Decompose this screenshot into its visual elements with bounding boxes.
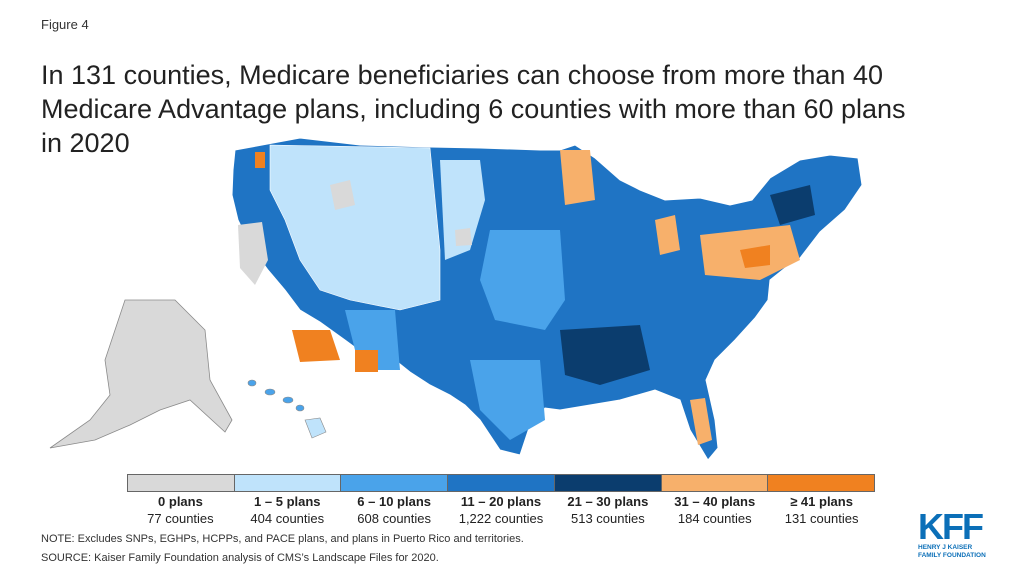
kff-logo-mark: KFF <box>918 506 984 547</box>
legend-count: 77 counties <box>147 511 214 526</box>
map-region-zero-plans-nv <box>238 222 268 285</box>
kff-logo: KFF HENRY J KAISER FAMILY FOUNDATION <box>918 506 998 559</box>
legend-swatch-31-40-plans <box>661 475 769 491</box>
legend-swatch-0-plans <box>128 475 235 491</box>
map-region-texas-medium <box>470 360 545 440</box>
legend-label: 0 plans <box>158 494 203 509</box>
legend-swatch-41-plus-plans <box>768 475 875 491</box>
kff-logo-line-1: HENRY J KAISER <box>918 544 973 551</box>
legend-count: 131 counties <box>784 511 859 526</box>
legend-label: 21 – 30 plans <box>567 494 649 509</box>
map-region-zero-plans-mt <box>330 180 355 210</box>
map-region-zero-plans-nd <box>455 228 472 246</box>
legend-swatch-6-10-plans <box>341 475 449 491</box>
footnote-note: NOTE: Excludes SNPs, EGHPs, HCPPs, and P… <box>41 533 524 545</box>
map-region-31-40-fl <box>690 398 712 445</box>
legend-count: 404 counties <box>250 511 325 526</box>
legend-label: 6 – 10 plans <box>357 494 431 509</box>
map-alaska <box>49 299 233 449</box>
legend-count: 513 counties <box>571 511 645 526</box>
legend-item: 31 – 40 plans 184 counties <box>661 494 768 527</box>
title-line-3: in 2020 <box>41 128 130 158</box>
legend-count: 1,222 counties <box>458 511 544 526</box>
footnote-source: SOURCE: Kaiser Family Foundation analysi… <box>41 552 439 564</box>
legend-swatch-1-5-plans <box>234 475 342 491</box>
map-region-41-plus-ca <box>292 330 340 362</box>
legend-swatch-21-30-plans <box>554 475 662 491</box>
map-region-41-plus-wa <box>255 152 265 168</box>
figure-label: Figure 4 <box>41 17 89 32</box>
legend-label: 11 – 20 plans <box>460 494 542 509</box>
legend-count: 608 counties <box>357 511 432 526</box>
map-region-southeast-dark <box>560 325 650 385</box>
legend-item: ≥ 41 plans 131 counties <box>768 494 875 527</box>
map-legend: 0 plans 77 counties 1 – 5 plans 404 coun… <box>127 474 875 527</box>
title-line-1: In 131 counties, Medicare beneficiaries … <box>41 60 883 90</box>
legend-item: 11 – 20 plans 1,222 counties <box>448 494 555 527</box>
map-region-31-40-mn-wi <box>560 150 595 205</box>
map-region-41-plus-ny <box>740 245 770 268</box>
legend-count: 184 counties <box>677 511 752 526</box>
legend-item: 0 plans 77 counties <box>127 494 234 527</box>
title-line-2: Medicare Advantage plans, including 6 co… <box>41 94 906 124</box>
legend-item: 1 – 5 plans 404 counties <box>234 494 341 527</box>
legend-label: 31 – 40 plans <box>674 494 756 509</box>
map-region-northeast-dark <box>770 185 815 225</box>
legend-label: ≥ 41 plans <box>790 494 853 509</box>
legend-label: 1 – 5 plans <box>254 494 321 509</box>
map-hawaii <box>247 379 327 439</box>
map-region-plains-light <box>440 160 485 260</box>
legend-item: 6 – 10 plans 608 counties <box>341 494 448 527</box>
legend-color-bar <box>127 474 875 492</box>
legend-item: 21 – 30 plans 513 counties <box>554 494 661 527</box>
page-title: In 131 counties, Medicare beneficiaries … <box>41 58 991 160</box>
legend-swatch-11-20-plans <box>448 475 555 491</box>
map-region-41-plus-az <box>355 350 378 372</box>
map-region-31-40-mi <box>655 215 680 255</box>
map-region-midwest-medium <box>480 230 565 330</box>
kff-logo-line-2: FAMILY FOUNDATION <box>918 551 986 559</box>
map-region-mountain-west <box>269 144 441 311</box>
